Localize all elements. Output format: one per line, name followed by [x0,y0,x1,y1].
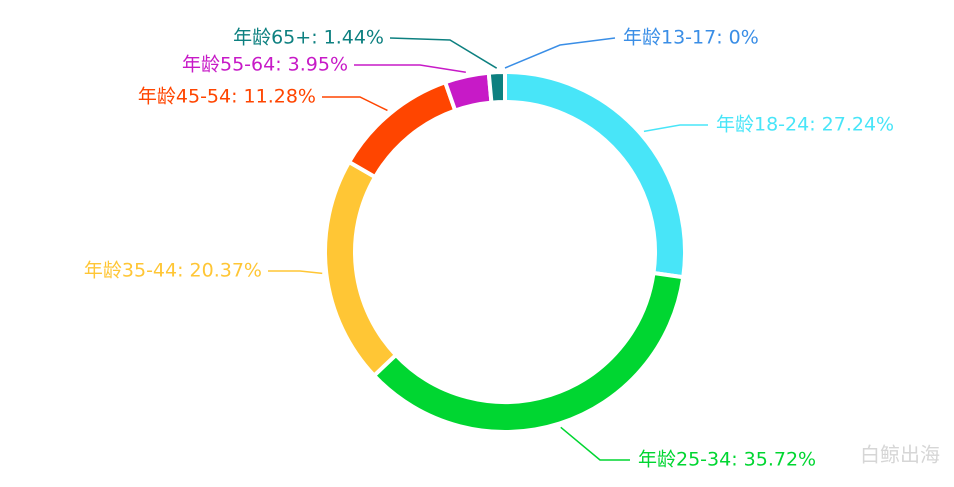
leader-line [354,64,466,73]
slice [346,79,458,180]
slice [486,69,507,105]
slice [323,159,399,379]
leader-line [643,124,708,133]
slice-label: 年龄65+: 1.44% [233,27,384,49]
leader-line [504,37,616,69]
leader-line [322,96,388,112]
watermark: 白鲸出海 [860,443,940,467]
slice-label: 年龄35-44: 20.37% [84,260,262,282]
slice-label: 年龄18-24: 27.24% [716,114,894,136]
leader-line [268,270,323,275]
leader-line [560,426,630,461]
slice [503,69,687,280]
slice-label: 年龄55-64: 3.95% [182,54,348,76]
slice-label: 年龄25-34: 35.72% [638,449,816,471]
slice-label: 年龄45-54: 11.28% [138,86,316,108]
leader-line [389,37,498,69]
slice [371,270,686,434]
slice-label: 年龄13-17: 0% [623,27,759,49]
slice [442,70,494,114]
